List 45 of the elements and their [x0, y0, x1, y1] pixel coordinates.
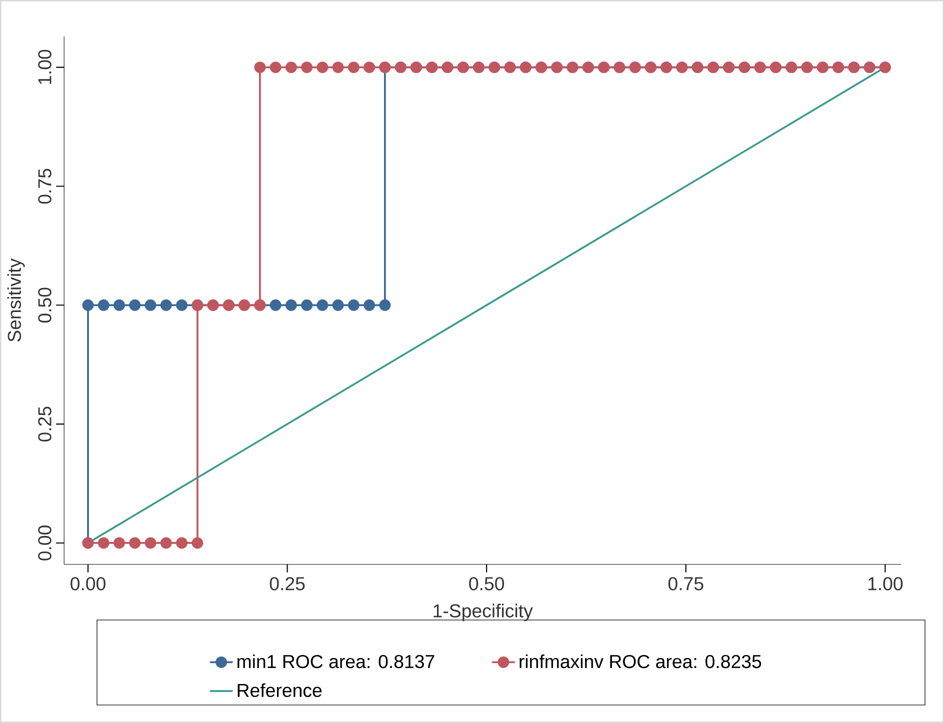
point — [270, 62, 282, 74]
x-axis-title: 1-Specificity — [434, 604, 533, 622]
point — [176, 537, 188, 549]
legend-label: Reference — [238, 683, 322, 698]
point — [254, 62, 266, 74]
point — [114, 299, 125, 311]
y-tick-label: 0.25 — [38, 406, 52, 442]
y-tick-label: 0.75 — [38, 168, 52, 204]
point — [332, 62, 344, 74]
x-tick-label: 0.50 — [469, 577, 504, 590]
point — [364, 299, 376, 311]
legend-label: rinfmaxinv ROC area: 0.8235 — [520, 654, 762, 668]
point — [316, 299, 328, 311]
point — [270, 299, 282, 311]
y-axis-title: Sensitivity — [7, 258, 25, 342]
point — [160, 537, 172, 549]
y-tick-label: 0.50 — [38, 288, 52, 323]
point — [98, 299, 110, 311]
y-tick-label: 1.00 — [38, 50, 52, 84]
point — [285, 299, 297, 311]
point — [114, 537, 125, 549]
point — [129, 299, 141, 311]
point — [98, 537, 110, 549]
x-tick-label: 0.00 — [70, 577, 106, 590]
x-tick-label: 0.75 — [668, 577, 704, 590]
point — [176, 299, 188, 311]
point — [192, 537, 204, 549]
point — [316, 62, 328, 74]
x-tick-label: 0.25 — [270, 577, 305, 590]
point — [348, 62, 360, 74]
point — [285, 62, 297, 74]
point — [379, 299, 391, 311]
point — [144, 537, 156, 549]
point — [301, 299, 313, 311]
point — [160, 299, 172, 311]
point — [144, 299, 156, 311]
point — [348, 299, 360, 311]
y-tick-label: 0.00 — [38, 526, 52, 560]
point — [82, 299, 94, 311]
point — [364, 62, 376, 74]
point — [301, 62, 313, 74]
x-tick-label: 1.00 — [868, 577, 903, 590]
point — [129, 537, 141, 549]
point — [332, 299, 344, 311]
legend-label: min1 ROC area: 0.8137 — [238, 654, 434, 668]
